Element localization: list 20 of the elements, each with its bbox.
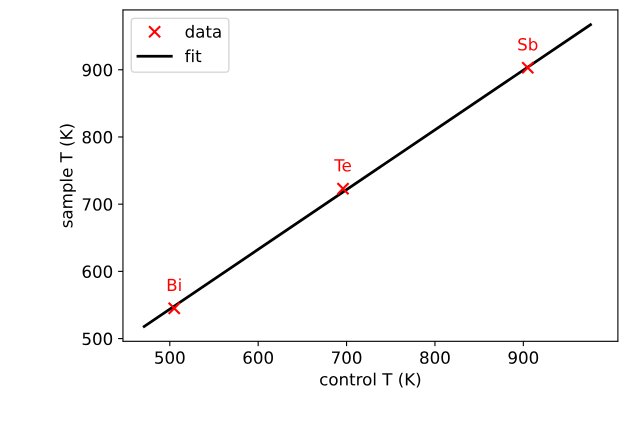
annotation: Te (334, 159, 351, 172)
legend-label: fit (185, 49, 202, 62)
point (521, 61, 534, 74)
y-tick-label: 700 (82, 198, 112, 211)
x-tick-label: 500 (155, 351, 185, 364)
x-axis-title: control T (K) (320, 372, 420, 388)
x-tick-label: 900 (508, 351, 538, 364)
annotation: Sb (518, 38, 538, 51)
point (336, 182, 350, 196)
point (168, 302, 181, 315)
annotation: Bi (168, 278, 181, 291)
y-axis-title: sample T (K) (60, 124, 76, 228)
y-tick-label: 500 (82, 332, 112, 346)
x-tick-label: 700 (332, 351, 362, 364)
legend-label: data (186, 24, 221, 38)
y-tick-label: 800 (82, 130, 112, 144)
x-tick-label: 600 (243, 351, 273, 364)
y-tick-label: 600 (82, 265, 112, 278)
y-tick-label: 900 (82, 64, 112, 76)
x-tick-label: 800 (420, 351, 450, 364)
